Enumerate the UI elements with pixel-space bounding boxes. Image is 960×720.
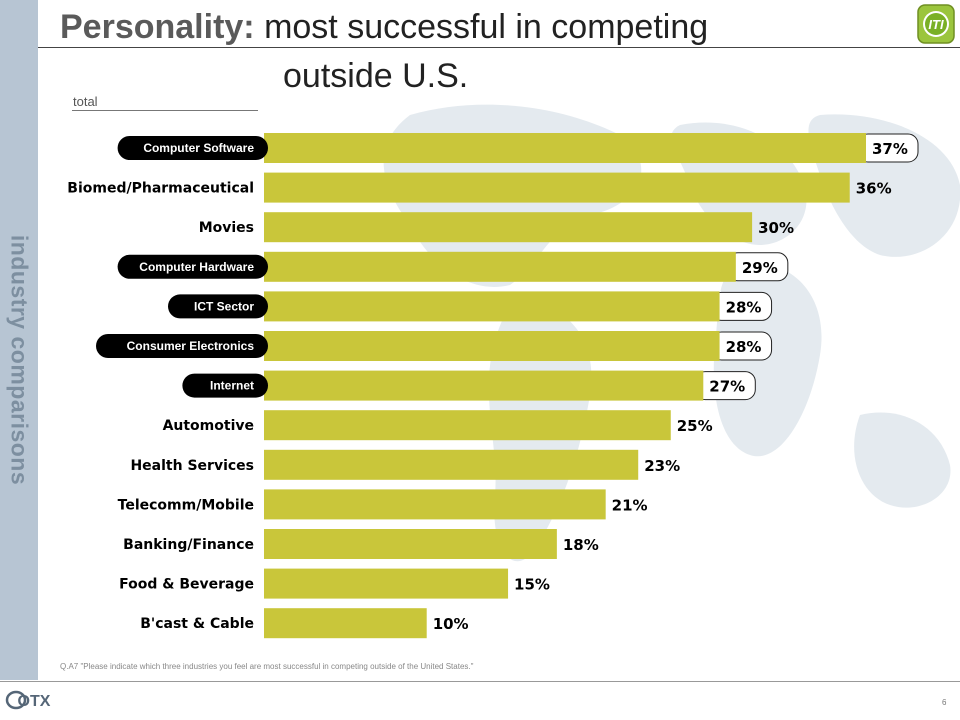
category-label: Food & Beverage bbox=[119, 577, 254, 593]
footer-divider bbox=[0, 681, 960, 682]
sidebar: industry comparisons bbox=[0, 0, 38, 680]
value-label: 27% bbox=[709, 378, 745, 396]
value-label: 15% bbox=[514, 576, 550, 594]
category-label: Automotive bbox=[163, 418, 254, 434]
category-label: Computer Software bbox=[143, 141, 254, 155]
bar bbox=[264, 370, 704, 401]
category-highlight-pill bbox=[117, 136, 268, 160]
category-label: Telecomm/Mobile bbox=[118, 497, 254, 513]
category-label: Health Services bbox=[130, 458, 254, 474]
iti-logo: ITI bbox=[917, 4, 955, 44]
category-label: B'cast & Cable bbox=[140, 616, 254, 632]
category-label: Consumer Electronics bbox=[127, 339, 255, 353]
bar bbox=[264, 410, 671, 441]
value-label: 29% bbox=[742, 259, 778, 277]
category-label: Banking/Finance bbox=[123, 537, 254, 553]
category-highlight-pill bbox=[96, 334, 268, 358]
page-title: Personality: most successful in competin… bbox=[60, 8, 708, 47]
value-label: 36% bbox=[856, 180, 892, 198]
category-label: Internet bbox=[210, 379, 254, 393]
value-label: 10% bbox=[433, 615, 469, 633]
category-label: Movies bbox=[199, 220, 254, 236]
category-highlight-pill bbox=[182, 373, 268, 398]
bar bbox=[264, 331, 720, 361]
value-label: 30% bbox=[758, 219, 794, 237]
bar bbox=[264, 529, 557, 559]
subset-label: total bbox=[73, 94, 98, 109]
value-label: 28% bbox=[726, 298, 762, 316]
otx-logo: OTX bbox=[5, 690, 51, 710]
bar bbox=[264, 608, 427, 639]
bar bbox=[264, 449, 639, 480]
bar bbox=[264, 172, 850, 203]
bar bbox=[264, 489, 606, 520]
bar bbox=[264, 251, 736, 282]
iti-logo-text: ITI bbox=[928, 17, 944, 32]
bar bbox=[264, 291, 720, 322]
value-label: 21% bbox=[612, 496, 648, 514]
category-label: Computer Hardware bbox=[139, 260, 254, 274]
category-highlight-pill bbox=[168, 294, 268, 319]
bar bbox=[264, 133, 866, 163]
otx-logo-text: OTX bbox=[18, 693, 51, 710]
category-label: ICT Sector bbox=[194, 299, 254, 313]
subset-underline bbox=[72, 110, 258, 111]
bar bbox=[264, 568, 509, 599]
category-highlight-pill bbox=[117, 254, 268, 279]
page-number: 6 bbox=[942, 698, 947, 707]
category-label: Biomed/Pharmaceutical bbox=[67, 181, 254, 197]
page-title-line2: outside U.S. bbox=[283, 57, 469, 95]
footnote: Q.A7 "Please indicate which three indust… bbox=[60, 662, 474, 671]
value-label: 23% bbox=[644, 457, 680, 475]
value-label: 37% bbox=[872, 140, 908, 158]
value-label: 28% bbox=[726, 338, 762, 356]
value-label: 18% bbox=[563, 536, 599, 554]
title-rest: most successful in competing bbox=[254, 8, 709, 46]
value-label: 25% bbox=[677, 417, 713, 435]
title-divider bbox=[38, 47, 960, 48]
bar bbox=[264, 212, 753, 243]
title-emphasis: Personality: bbox=[60, 8, 255, 46]
